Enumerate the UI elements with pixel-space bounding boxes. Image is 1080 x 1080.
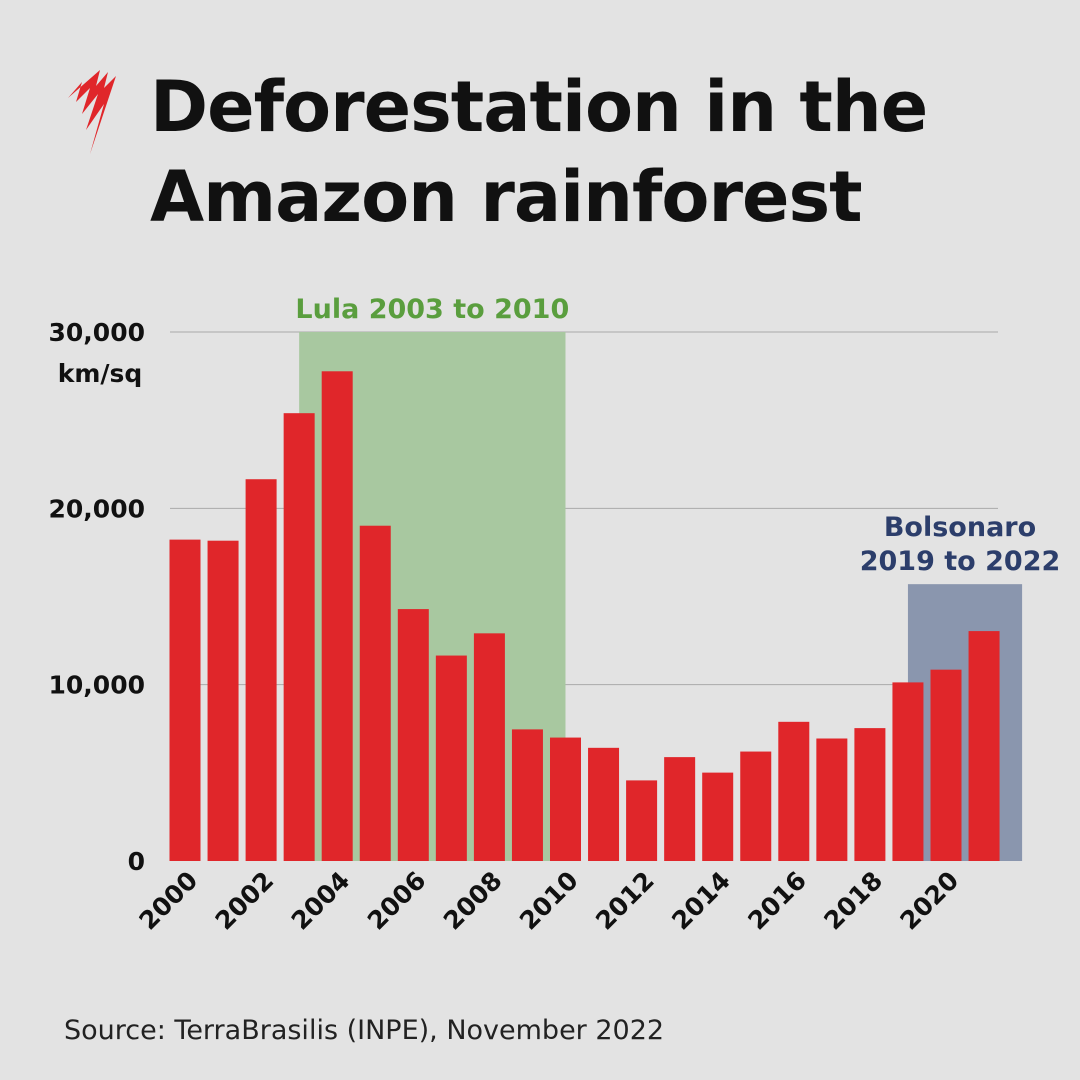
bar-2003 <box>283 413 315 861</box>
sbs-logo-icon <box>68 70 116 154</box>
x-tick-label: 2016 <box>742 866 812 936</box>
bar-2021 <box>968 631 1000 861</box>
y-tick-label: 20,000 <box>49 494 145 523</box>
period-label: 2019 to 2022 <box>860 546 1061 577</box>
bar-2014 <box>702 772 734 861</box>
period-shade <box>907 584 1023 861</box>
bar-2002 <box>245 479 277 861</box>
bar-2010 <box>550 737 581 861</box>
bar-2013 <box>664 757 696 861</box>
source-note: Source: TerraBrasilis (INPE), November 2… <box>64 1015 665 1046</box>
bar-2006 <box>397 609 429 861</box>
x-tick-label: 2008 <box>438 866 508 936</box>
bar-2020 <box>930 669 962 861</box>
bar-2011 <box>588 747 620 861</box>
x-tick-label: 2002 <box>210 866 280 936</box>
x-tick-label: 2006 <box>362 866 432 936</box>
bar-2008 <box>473 633 505 861</box>
bar-2016 <box>778 721 810 861</box>
x-tick-label: 2000 <box>134 866 204 936</box>
period-label: Bolsonaro <box>884 512 1036 543</box>
x-tick-label: 2018 <box>818 866 888 936</box>
y-tick-label: 10,000 <box>49 671 145 700</box>
bar-2017 <box>816 738 848 861</box>
bar-2012 <box>626 780 658 861</box>
y-axis-unit-label: km/sq <box>58 359 143 388</box>
bar-2015 <box>740 751 772 861</box>
bar-2000 <box>169 539 201 861</box>
x-tick-label: 2014 <box>666 866 736 936</box>
page-title: Deforestation in the Amazon rainforest <box>150 62 928 242</box>
x-tick-label: 2012 <box>590 866 660 936</box>
bar-2001 <box>207 540 239 861</box>
bar-2005 <box>359 525 391 861</box>
x-tick-label: 2010 <box>514 866 584 936</box>
period-label: Lula 2003 to 2010 <box>295 294 569 325</box>
title-line-1: Deforestation in the <box>150 66 928 148</box>
title-line-2: Amazon rainforest <box>150 156 863 238</box>
bar-2009 <box>511 729 543 861</box>
y-tick-label: 30,000 <box>49 318 145 347</box>
x-tick-label: 2004 <box>286 866 356 936</box>
bar-2007 <box>435 655 467 861</box>
x-tick-label: 2020 <box>895 866 965 936</box>
bar-2018 <box>854 728 886 861</box>
bar-2004 <box>321 371 353 861</box>
bar-2019 <box>892 682 924 861</box>
y-tick-label: 0 <box>128 847 145 876</box>
